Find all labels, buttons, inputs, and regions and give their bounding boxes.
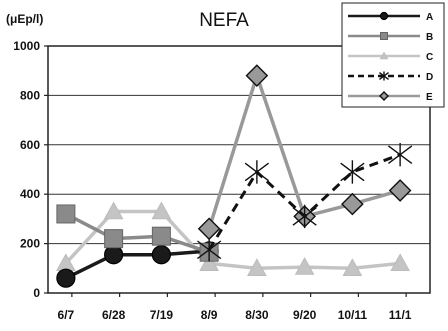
series-C (56, 201, 410, 276)
series-B-point (104, 229, 124, 249)
series-B-point (151, 226, 171, 246)
series-group (56, 64, 413, 288)
legend-swatch-marker (379, 11, 389, 21)
series-A-line (65, 249, 210, 280)
series-C-point (151, 201, 172, 220)
series-D-point (340, 160, 365, 184)
series-C-point (390, 253, 410, 272)
legend-item-B: B (348, 32, 433, 43)
series-A-point (151, 245, 171, 265)
series-C-point (294, 257, 315, 275)
legend-item-C: C (348, 51, 433, 63)
x-tick-label: 11/1 (389, 308, 412, 322)
x-tick-label: 8/30 (245, 308, 269, 322)
series-D-line (207, 153, 401, 251)
legend-swatch-marker (379, 71, 389, 81)
x-axis-ticks: 6/7 6/28 7/19 8/9 8/30 9/20 10/11 11/1 (58, 293, 412, 322)
series-C-point (247, 258, 267, 276)
series-D-point (388, 142, 413, 167)
x-tick-label: 10/11 (338, 308, 368, 322)
y-tick-label: 400 (20, 187, 40, 201)
legend-item-E: E (348, 90, 433, 103)
legend-swatch-marker (378, 90, 390, 102)
x-tick-label: 7/19 (150, 308, 174, 322)
y-tick-label: 1000 (13, 39, 40, 53)
x-tick-label: 9/20 (293, 308, 317, 322)
x-tick-label: 6/7 (58, 308, 75, 322)
x-tick-label: 6/28 (102, 308, 126, 322)
legend-label: C (426, 52, 433, 63)
legend-swatch-marker (380, 32, 388, 40)
legend-swatch-marker (379, 51, 389, 60)
y-unit-label: (μEp/l) (6, 12, 43, 26)
series-A-point (104, 245, 124, 265)
y-tick-label: 800 (20, 88, 40, 102)
series-C-point (199, 253, 219, 272)
legend-label: A (426, 12, 433, 23)
series-C-point (103, 201, 124, 220)
x-tick-label: 8/9 (201, 308, 218, 322)
y-tick-label: 600 (20, 138, 40, 152)
legend-item-A: A (348, 11, 433, 23)
legend-label: E (426, 92, 433, 103)
series-C-point (342, 258, 363, 276)
plot-frame (47, 45, 431, 294)
series-D-point (244, 160, 269, 184)
series-D-point (292, 204, 317, 229)
y-tick-label: 0 (33, 286, 40, 300)
y-axis-ticks: 0 200 400 600 800 1000 (13, 39, 48, 300)
legend-label: D (426, 72, 433, 83)
series-D (197, 142, 413, 262)
series-D-point (197, 238, 222, 262)
series-C-line (64, 209, 401, 271)
series-A-point (56, 268, 76, 288)
chart-title: NEFA (199, 10, 249, 31)
series-B-point (56, 204, 76, 224)
series-B-line (65, 212, 210, 254)
series-E-point (388, 179, 412, 202)
series-E-point (245, 64, 269, 87)
series-E-point (341, 192, 364, 216)
legend-item-D: D (348, 71, 433, 83)
y-tick-label: 200 (20, 237, 40, 251)
legend-label: B (426, 32, 433, 43)
